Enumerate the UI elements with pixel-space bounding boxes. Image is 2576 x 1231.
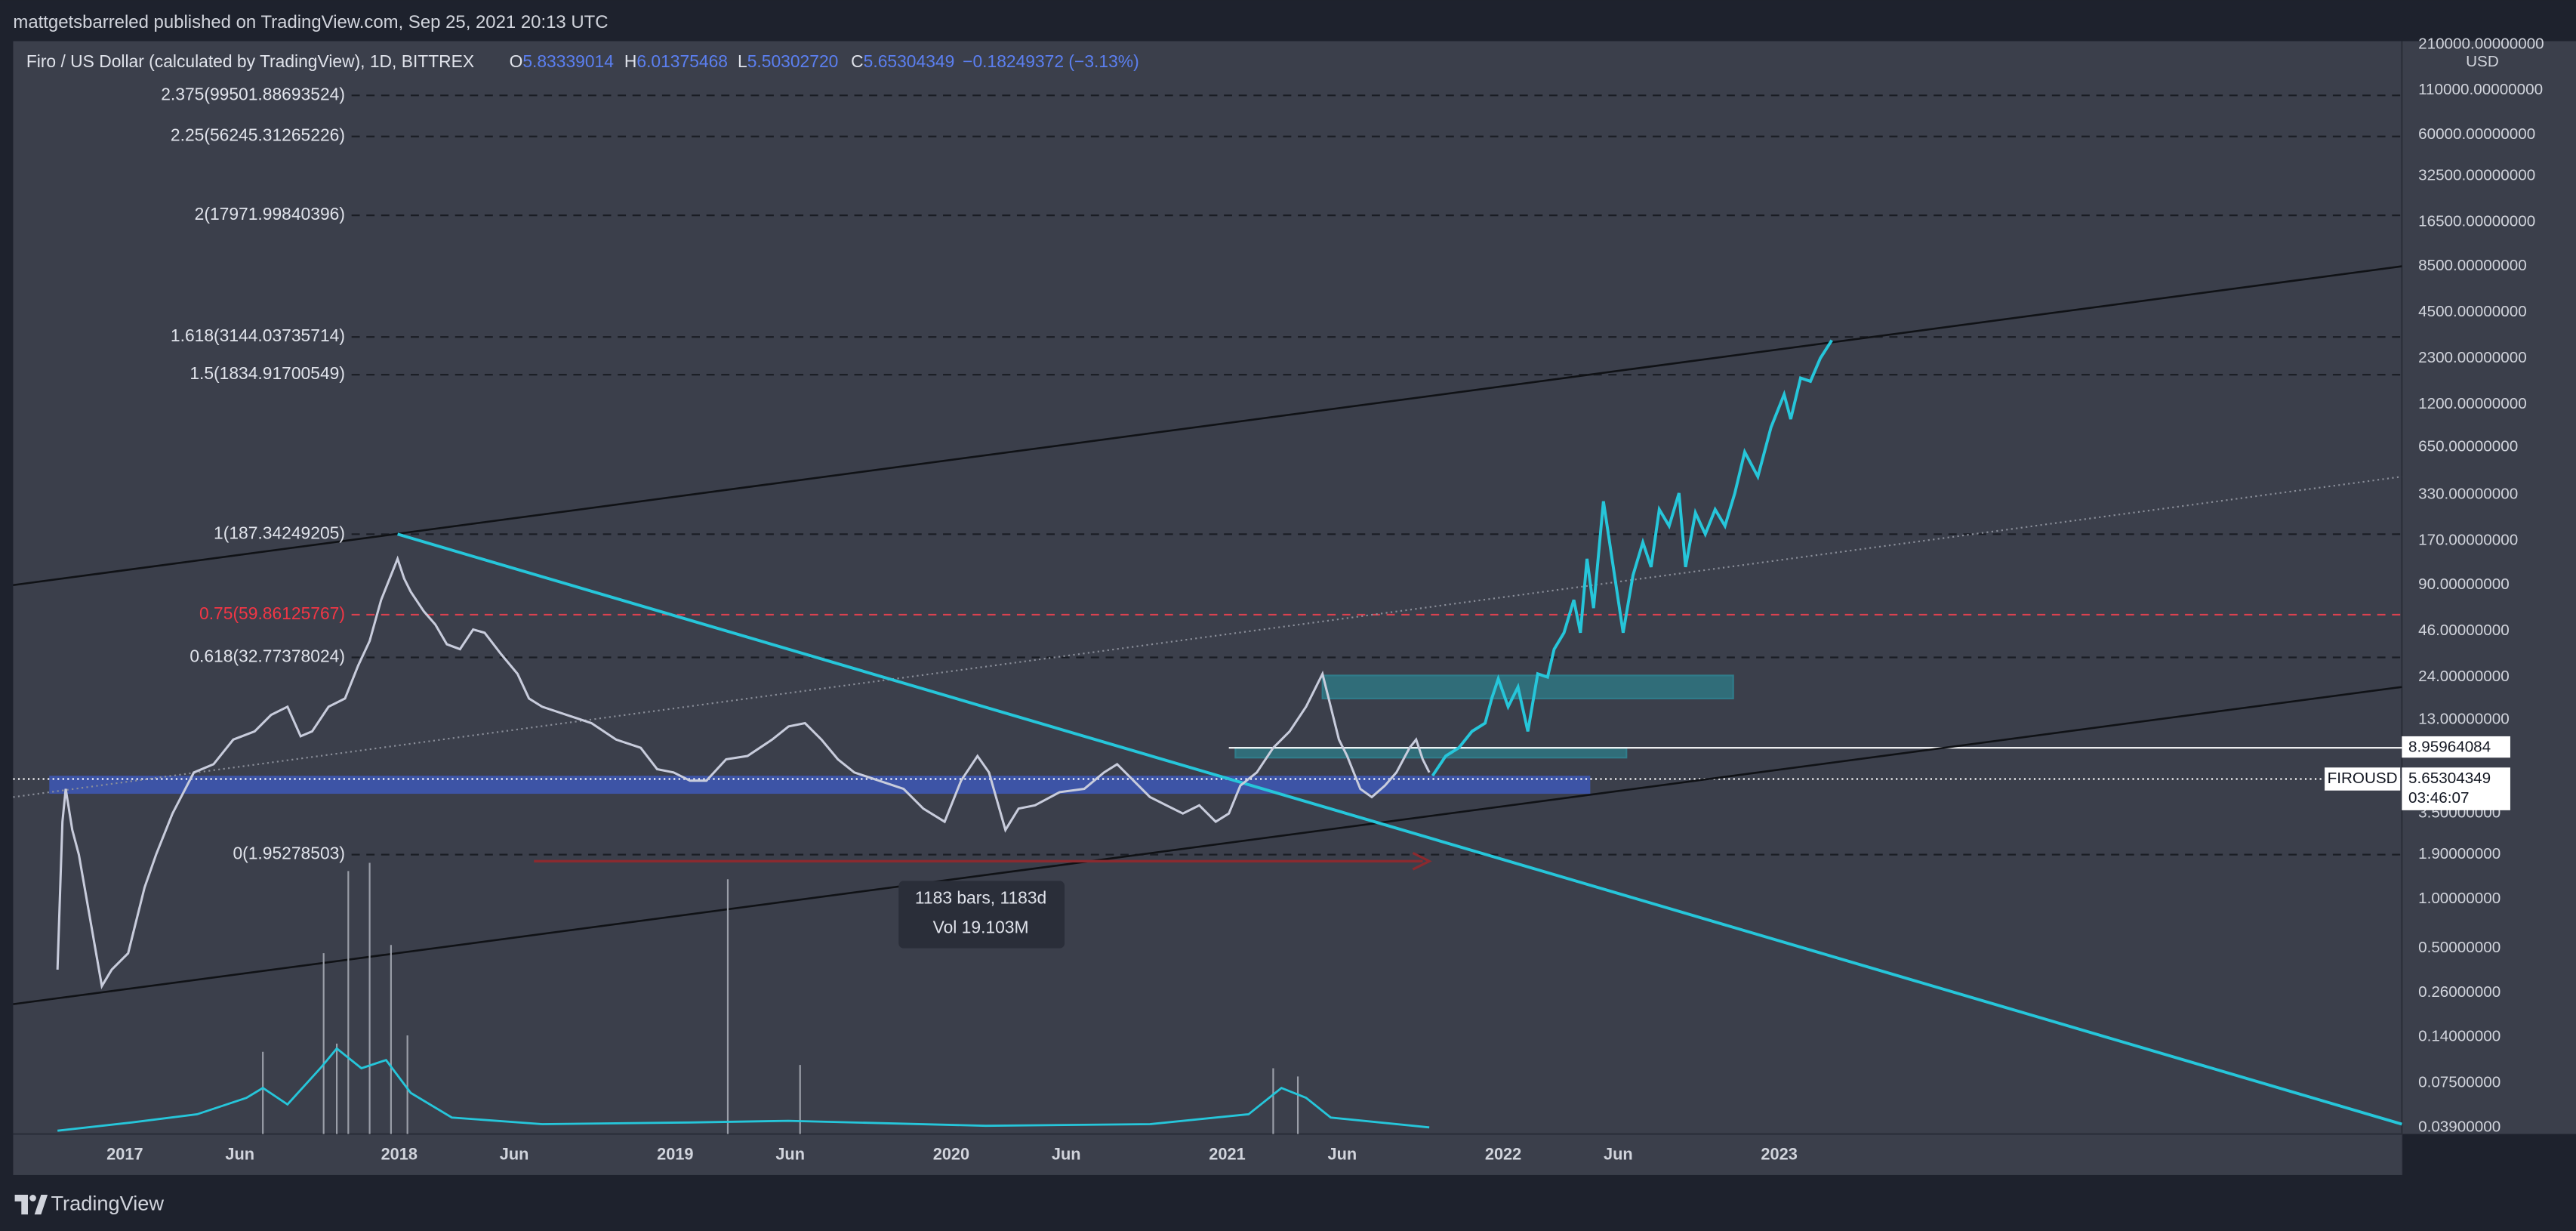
price-series bbox=[56, 555, 1431, 989]
logo-mark bbox=[29, 1195, 36, 1202]
time-axis: 2017 Jun 2018 Jun 2019 Jun 2020 Jun 2021 Jun 2022 J… bbox=[106, 1145, 1798, 1164]
price-label: 1.00000000 bbox=[2418, 890, 2501, 907]
last-price-tag bbox=[2402, 767, 2510, 810]
time-label: 2018 bbox=[381, 1145, 418, 1164]
volume-bars bbox=[262, 862, 1299, 1134]
countdown-text: 03:46:07 bbox=[2408, 789, 2469, 807]
fib-label: 2(17971.99840396) bbox=[195, 204, 345, 224]
time-axis-pane bbox=[13, 1134, 2402, 1175]
price-label: 1200.00000000 bbox=[2418, 395, 2527, 412]
price-axis-pane bbox=[2402, 41, 2576, 1134]
fib-label: 1(187.34249205) bbox=[214, 523, 345, 542]
range-box bbox=[1234, 747, 1628, 759]
symbol-tag-text: FIROUSD bbox=[2328, 770, 2398, 787]
legend-value: 5.65304349 bbox=[864, 51, 955, 71]
legend-value: 5.83339014 bbox=[522, 51, 614, 71]
legend-key: O bbox=[510, 51, 523, 71]
time-label: 2022 bbox=[1485, 1145, 1521, 1164]
fib-lines bbox=[351, 94, 2402, 856]
price-label: 170.00000000 bbox=[2418, 531, 2518, 548]
price-tag-text: 8.95964084 bbox=[2408, 739, 2491, 756]
legend-key: L bbox=[738, 51, 747, 71]
resistance-box bbox=[1321, 674, 1734, 699]
fib-label: 0(1.95278503) bbox=[233, 844, 345, 863]
time-label: Jun bbox=[1052, 1145, 1081, 1164]
downtrend-line bbox=[397, 532, 2402, 1126]
price-label: 1.90000000 bbox=[2418, 845, 2501, 862]
time-label: Jun bbox=[1604, 1145, 1633, 1164]
last-price-text: 5.65304349 bbox=[2408, 770, 2491, 787]
tooltip-line: Vol 19.103M bbox=[933, 918, 1029, 937]
legend-key: C bbox=[851, 51, 864, 71]
time-label: 2020 bbox=[933, 1145, 969, 1164]
time-label: Jun bbox=[1327, 1145, 1357, 1164]
chart-pane bbox=[13, 41, 2402, 1134]
price-label: 110000.00000000 bbox=[2418, 81, 2543, 98]
publish-header: mattgetsbarreled published on TradingVie… bbox=[13, 12, 608, 32]
price-label: 8500.00000000 bbox=[2418, 257, 2527, 274]
measure-arrow-head bbox=[1412, 851, 1432, 871]
fib-label: 0.75(59.86125767) bbox=[199, 603, 345, 623]
support-zone bbox=[49, 776, 1591, 794]
price-label: 60000.00000000 bbox=[2418, 125, 2535, 143]
measure-tooltip bbox=[898, 881, 1065, 949]
legend-change: −0.18249372 (−3.13%) bbox=[963, 51, 1139, 71]
price-label: 330.00000000 bbox=[2418, 486, 2518, 503]
axis-currency: USD bbox=[2466, 53, 2499, 70]
price-label: 4500.00000000 bbox=[2418, 303, 2527, 320]
legend-item: L5.50302720 bbox=[738, 51, 838, 71]
price-label: 2300.00000000 bbox=[2418, 349, 2527, 366]
legend-item: O5.83339014 bbox=[510, 51, 615, 71]
price-label: 0.07500000 bbox=[2418, 1074, 2501, 1091]
legend-value: 6.01375468 bbox=[636, 51, 728, 71]
tooltip-line: 1183 bars, 1183d bbox=[915, 887, 1046, 907]
fib-label: 2.375(99501.88693524) bbox=[161, 84, 345, 103]
time-label: Jun bbox=[225, 1145, 254, 1164]
legend-item: H6.01375468 bbox=[624, 51, 728, 71]
price-label: 0.26000000 bbox=[2418, 983, 2501, 1001]
price-label: 90.00000000 bbox=[2418, 575, 2510, 593]
fib-label: 1.5(1834.91700549) bbox=[190, 363, 345, 383]
price-label: 16500.00000000 bbox=[2418, 212, 2535, 230]
price-label: 650.00000000 bbox=[2418, 437, 2518, 455]
time-label: Jun bbox=[775, 1145, 805, 1164]
logo-mark bbox=[34, 1195, 48, 1215]
projection-path bbox=[1431, 339, 1833, 777]
legend-value: 5.50302720 bbox=[747, 51, 839, 71]
fib-label: 1.618(3144.03735714) bbox=[171, 325, 345, 345]
footer-brand: TradingView bbox=[51, 1191, 164, 1214]
price-label: 0.03900000 bbox=[2418, 1118, 2501, 1135]
price-label: 210000.00000000 bbox=[2418, 35, 2544, 52]
price-label: 24.00000000 bbox=[2418, 668, 2510, 685]
time-label: 2023 bbox=[1761, 1145, 1797, 1164]
channel-upper bbox=[13, 265, 2402, 587]
price-label: 32500.00000000 bbox=[2418, 166, 2535, 184]
logo-mark bbox=[14, 1195, 28, 1215]
tv-logo bbox=[14, 1195, 48, 1215]
time-label: 2017 bbox=[106, 1145, 143, 1164]
fib-label: 2.25(56245.31265226) bbox=[171, 125, 345, 145]
legend-key: H bbox=[624, 51, 637, 71]
symbol-tag bbox=[2325, 767, 2401, 791]
time-label: 2021 bbox=[1209, 1145, 1245, 1164]
channel-lower bbox=[13, 686, 2402, 1005]
price-label: 0.14000000 bbox=[2418, 1028, 2501, 1045]
price-tag bbox=[2402, 736, 2510, 758]
price-label: 0.50000000 bbox=[2418, 939, 2501, 956]
volume-ma bbox=[57, 1047, 1430, 1132]
price-label: 13.00000000 bbox=[2418, 711, 2510, 728]
legend-symbol: Firo / US Dollar (calculated by TradingV… bbox=[26, 51, 474, 71]
time-label: 2019 bbox=[657, 1145, 693, 1164]
legend-ohlc: O5.83339014 H6.01375468 L5.50302720 C5.6530… bbox=[510, 51, 1139, 71]
time-label: Jun bbox=[500, 1145, 529, 1164]
price-label: 46.00000000 bbox=[2418, 622, 2510, 639]
fib-label: 0.618(32.77378024) bbox=[190, 646, 345, 666]
legend-item: C5.65304349 bbox=[851, 51, 954, 71]
